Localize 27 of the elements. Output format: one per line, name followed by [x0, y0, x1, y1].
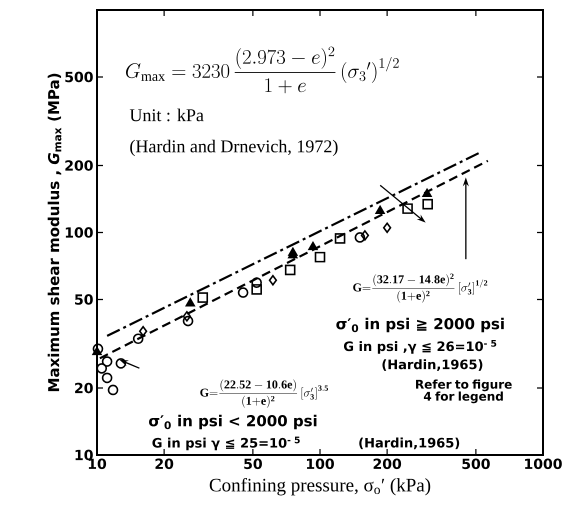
annotation: (Hardin and Drnevich, 1972) — [130, 140, 338, 156]
x-tick-label: 10 — [88, 458, 106, 470]
x-tick-label: 200 — [374, 458, 402, 470]
annotation: σ′$_{0}$ in psi ≧ 2000 psi — [336, 318, 504, 332]
x-axis-title: Confining pressure, σ$_{o}$′ (kPa) — [210, 478, 430, 496]
y-axis-title: Maximum shear modulus , G$_{max}$ (MPa) — [48, 74, 62, 392]
x-tick-label: 500 — [462, 458, 490, 470]
annotation: Unit : kPa — [130, 108, 204, 122]
y-tick-label: 20 — [75, 382, 93, 394]
y-tick-label: 100 — [66, 227, 93, 238]
x-tick-label: 100 — [306, 458, 334, 470]
y-tick-label: 50 — [75, 294, 93, 305]
y-tick-label: 200 — [65, 160, 93, 171]
annotation: $G_{\mathrm{max}} = 3230\,\dfrac{(2.973-e)^{2}}{1+e}\left(\sigma_{3}{}'\right)^{1/2}$ — [126, 46, 399, 94]
annotation: Refer to figure 4 for legend — [416, 380, 512, 404]
y-tick-label: 500 — [65, 72, 93, 82]
annotation: $\mathbf{G{=}\dfrac{(32.17 - 14.8e)^{2}}{(1{+}e)^{2}}\left[\sigma'_{3}\right]^{1/2}}$ — [353, 274, 488, 303]
x-tick-label: 1000 — [525, 458, 562, 470]
annotation: (Hardin,1965) — [382, 359, 482, 371]
y-tick-label: 10 — [76, 450, 93, 460]
annotation: $\mathbf{G{=}\dfrac{(22.52 - 10.6e)}{(1{+}e)^{2}}\left[\sigma'_{3}\right]^{3.5}}$ — [200, 379, 328, 408]
x-tick-label: 20 — [156, 458, 174, 470]
annotation: G in psi ,γ ≦ 26=10$^{- 5}$ — [344, 340, 496, 354]
annotation: σ′$_{0}$ in psi < 2000 psi — [149, 414, 316, 430]
annotation: (Hardin,1965) — [359, 438, 460, 450]
annotation: G in psi γ ≦ 25=10$^{- 5}$ — [152, 436, 300, 450]
x-tick-label: 50 — [244, 458, 262, 470]
